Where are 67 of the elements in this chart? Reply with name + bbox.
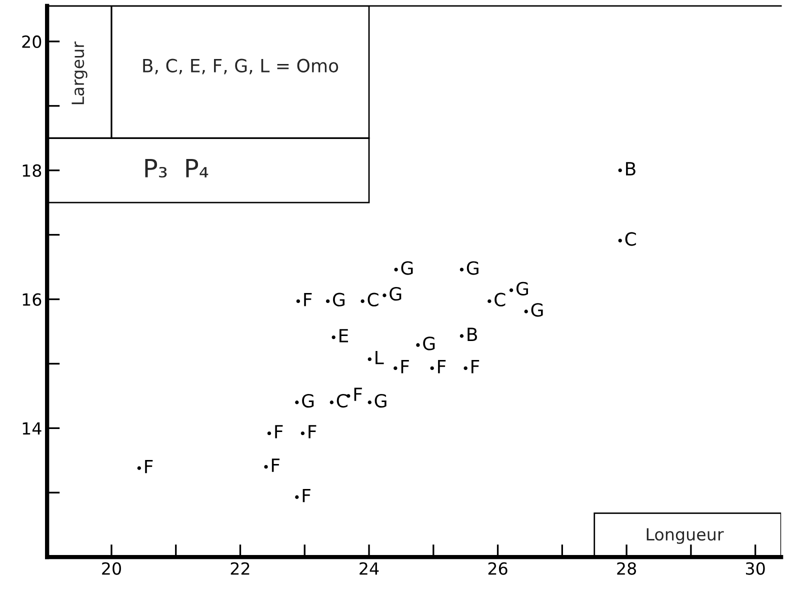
point xyxy=(524,310,528,314)
text: G xyxy=(390,286,402,301)
text: C xyxy=(494,292,506,306)
point xyxy=(618,168,622,172)
text: F xyxy=(302,488,310,502)
series-label: C xyxy=(625,232,636,246)
series-label: L xyxy=(376,351,384,364)
point xyxy=(416,343,420,347)
text: F xyxy=(401,360,409,374)
point xyxy=(267,431,272,436)
text: F xyxy=(438,360,446,374)
y-tick-label: 20 xyxy=(22,35,42,48)
text: F xyxy=(304,293,312,306)
text: G xyxy=(423,336,435,350)
point xyxy=(300,431,305,436)
text: F xyxy=(472,360,480,374)
text: C xyxy=(368,292,378,306)
x-tick-label: 30 xyxy=(746,562,765,575)
point xyxy=(382,294,386,298)
x-tick-label: 20 xyxy=(102,562,121,575)
text: G xyxy=(516,282,528,296)
x-axis-title: Longueur xyxy=(646,528,724,544)
text: C xyxy=(336,394,348,408)
text: G xyxy=(332,292,344,306)
point xyxy=(509,288,514,292)
point xyxy=(326,299,330,304)
text: F xyxy=(272,458,280,472)
series-label: B xyxy=(626,162,636,176)
point xyxy=(464,366,468,370)
text: B xyxy=(468,328,478,341)
text: G xyxy=(374,394,386,408)
text: F xyxy=(145,460,153,474)
x-tick-label: 28 xyxy=(617,562,636,575)
y-axis-title: Largeur xyxy=(72,42,88,104)
x-tick-label: 24 xyxy=(360,562,379,575)
point xyxy=(264,464,268,469)
text: G xyxy=(401,261,413,275)
point xyxy=(460,334,464,338)
point xyxy=(295,495,299,499)
point xyxy=(330,400,334,404)
y-tick-label: 14 xyxy=(22,422,42,434)
point xyxy=(394,268,398,272)
point xyxy=(368,357,372,362)
annotation: B, C, E, F, G, L = Omo xyxy=(143,58,338,74)
point xyxy=(296,299,300,304)
point xyxy=(368,400,372,404)
point xyxy=(137,466,142,470)
point xyxy=(360,299,364,304)
point xyxy=(332,335,336,340)
y-tick-label: 16 xyxy=(22,293,42,306)
x-tick-label: 26 xyxy=(488,562,508,575)
series-label: F xyxy=(354,388,362,401)
text: F xyxy=(275,425,283,438)
text: F xyxy=(308,425,316,438)
point xyxy=(295,400,299,404)
point xyxy=(460,268,464,272)
point xyxy=(488,299,492,304)
series-label: G xyxy=(531,303,543,317)
x-tick-label: 22 xyxy=(230,562,250,575)
series-label: E xyxy=(340,329,348,342)
text: G xyxy=(466,261,478,275)
text: G xyxy=(302,394,314,408)
annotation: P₃ P₄ xyxy=(145,159,208,178)
point xyxy=(430,366,434,370)
point xyxy=(394,366,398,370)
point xyxy=(618,238,622,242)
y-tick-label: 18 xyxy=(22,164,42,177)
